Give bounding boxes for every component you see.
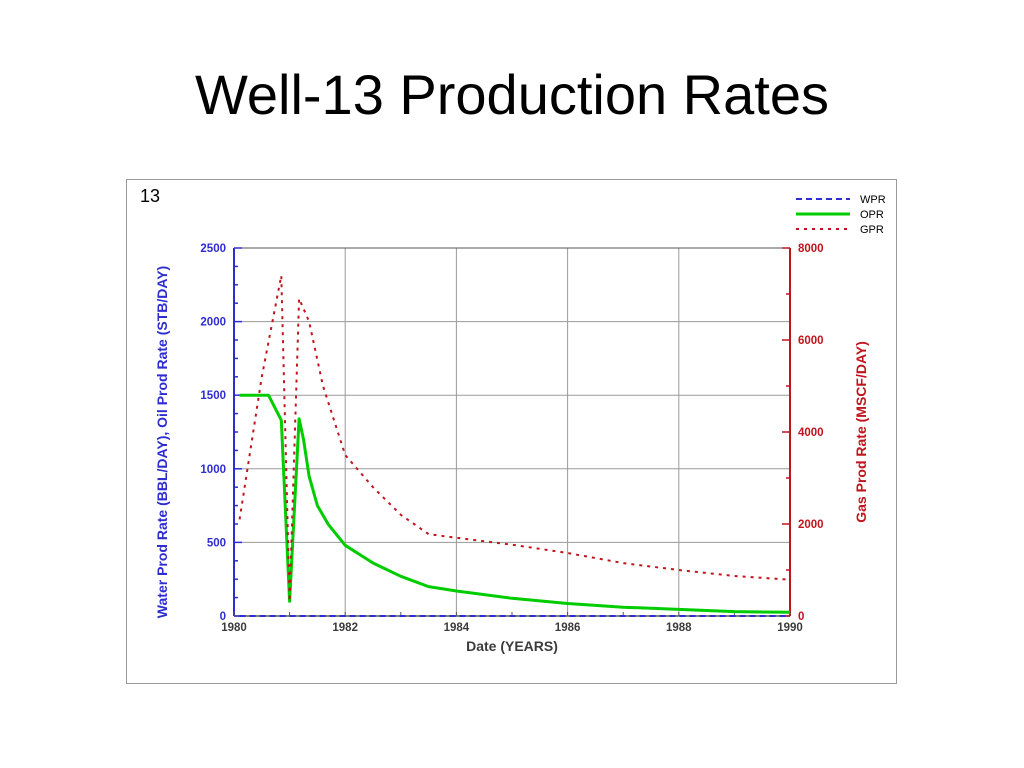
x-tick-label: 1986: [555, 622, 581, 634]
left-tick-label: 1000: [200, 464, 226, 476]
x-tick-label: 1980: [221, 622, 247, 634]
series-line-gpr: [238, 274, 791, 603]
legend-label-opr: OPR: [860, 209, 884, 221]
x-axis-title: Date (YEARS): [466, 638, 558, 654]
legend-label-gpr: GPR: [860, 224, 884, 236]
left-tick-label: 0: [220, 611, 226, 623]
grid-lines: [234, 247, 790, 616]
data-series: [238, 274, 791, 617]
legend: WPR OPR GPR: [796, 194, 886, 236]
chart-number-label: 13: [140, 186, 161, 206]
series-line-opr: [239, 393, 791, 614]
left-tick-label: 2000: [200, 317, 226, 329]
left-tick-label: 2500: [200, 243, 226, 255]
x-tick-label: 1984: [444, 622, 470, 634]
right-axis-title: Gas Prod Rate (MSCF/DAY): [853, 341, 869, 523]
left-tick-label: 1500: [200, 390, 226, 402]
tick-labels: 0 500 1000 1500 2000 2500 0 2000 4000 6000 8000 198…: [200, 243, 823, 634]
x-tick-label: 1988: [666, 622, 692, 634]
left-tick-label: 500: [207, 537, 226, 549]
axes: [233, 247, 791, 617]
chart-frame: [126, 179, 897, 684]
right-tick-label: 2000: [798, 519, 824, 531]
right-tick-label: 4000: [798, 427, 824, 439]
right-tick-label: 8000: [798, 243, 824, 255]
right-tick-label: 6000: [798, 335, 824, 347]
legend-label-wpr: WPR: [860, 194, 886, 206]
right-tick-label: 0: [798, 611, 804, 623]
slide-title: Well-13 Production Rates: [195, 63, 829, 126]
left-axis-title: Water Prod Rate (BBL/DAY), Oil Prod Rate…: [154, 266, 170, 618]
x-tick-label: 1990: [777, 622, 803, 634]
x-tick-label: 1982: [332, 622, 358, 634]
